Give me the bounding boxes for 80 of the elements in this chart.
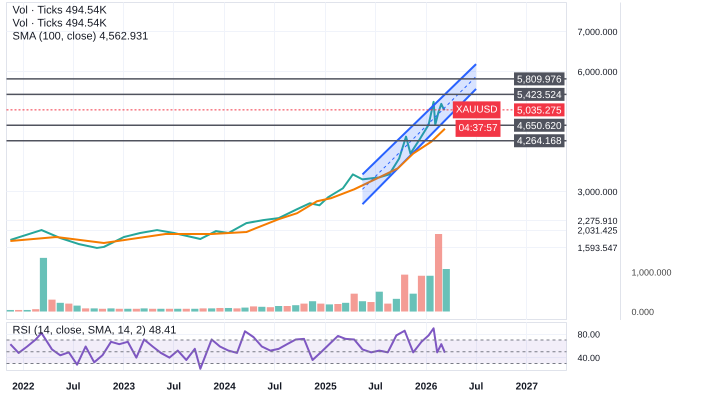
y-tick-label: 40.00 (578, 353, 600, 364)
ref-line-label: 5,809.976 (517, 74, 562, 86)
x-tick-label: 2027 (516, 382, 538, 392)
bar (292, 305, 300, 312)
bar (82, 308, 90, 312)
bar (384, 304, 392, 312)
bar (250, 306, 258, 312)
bar (90, 308, 98, 312)
y-tick-label: 2,275.910 (578, 216, 618, 226)
y-tick-label: 80.00 (578, 330, 600, 340)
y2-tick-label: 1,000.000 (632, 267, 672, 278)
bar (275, 306, 282, 312)
bar (40, 258, 48, 312)
bar (258, 306, 266, 312)
line-series (9, 327, 446, 370)
ref-line-label: 5,035.275 (517, 105, 562, 116)
bar (208, 308, 216, 312)
y-tick-label: 2,031.425 (578, 226, 618, 236)
bar (317, 304, 324, 312)
annotation: Vol · Ticks 494.54K (12, 4, 108, 16)
ref-line-label: 4,650.620 (517, 120, 562, 132)
bar (241, 308, 249, 312)
bar (358, 301, 366, 312)
x-tick-label: Jul (66, 382, 81, 392)
x-tick-label: 2023 (112, 382, 136, 392)
x-tick-label: 2025 (314, 382, 338, 392)
bar (224, 308, 232, 312)
ref-line-label: 4,264.168 (517, 136, 562, 148)
bar (342, 302, 350, 312)
bar (48, 300, 56, 312)
bar (32, 309, 40, 312)
bar (182, 308, 190, 312)
line-series (9, 128, 446, 244)
bar (434, 234, 442, 312)
bar (442, 269, 450, 312)
annotation: RSI (14, close, SMA, 14, 2) 48.41 (12, 324, 176, 336)
bar (426, 276, 434, 312)
bar (233, 308, 241, 312)
bar (74, 306, 81, 312)
bar (392, 298, 400, 312)
y-tick-label: 6,000.000 (578, 66, 618, 77)
bar (140, 308, 148, 312)
y-tick-label: 7,000.000 (578, 26, 618, 37)
bar (367, 302, 375, 312)
bar (107, 308, 115, 312)
x-tick-label: 2026 (415, 382, 438, 392)
x-tick-label: Jul (268, 382, 282, 392)
bar (410, 294, 417, 312)
bar (56, 302, 64, 312)
x-tick-label: Jul (166, 382, 182, 392)
bar (124, 308, 132, 312)
y-tick-label: 3,000.000 (578, 186, 618, 197)
x-tick-label: Jul (468, 382, 484, 392)
bar (65, 304, 72, 312)
annotation: 04:37:57 (458, 122, 498, 134)
bar (191, 308, 198, 312)
y2-tick-label: 0.000 (632, 307, 654, 318)
bar (376, 292, 383, 312)
annotation: XAUUSD (456, 104, 498, 116)
y-tick-label: 1,593.547 (578, 243, 618, 254)
bar (308, 301, 316, 312)
x-tick-label: 2024 (213, 382, 236, 392)
x-tick-label: Jul (368, 382, 383, 392)
bar (300, 304, 308, 312)
bar (174, 308, 182, 312)
bar (401, 274, 408, 312)
bar (418, 276, 426, 312)
bar (116, 308, 123, 312)
bar (216, 308, 224, 312)
bar (266, 307, 274, 312)
ref-line-label: 5,423.524 (517, 90, 562, 101)
x-tick-label: 2022 (12, 382, 35, 392)
bar (284, 306, 291, 312)
bar (334, 304, 342, 312)
annotation: Vol · Ticks 494.54K (12, 18, 108, 30)
line-series (9, 100, 446, 249)
bar (200, 308, 207, 312)
annotation: SMA (100, close) 4,562.931 (12, 30, 148, 42)
bar (326, 304, 333, 312)
bar (350, 294, 358, 312)
